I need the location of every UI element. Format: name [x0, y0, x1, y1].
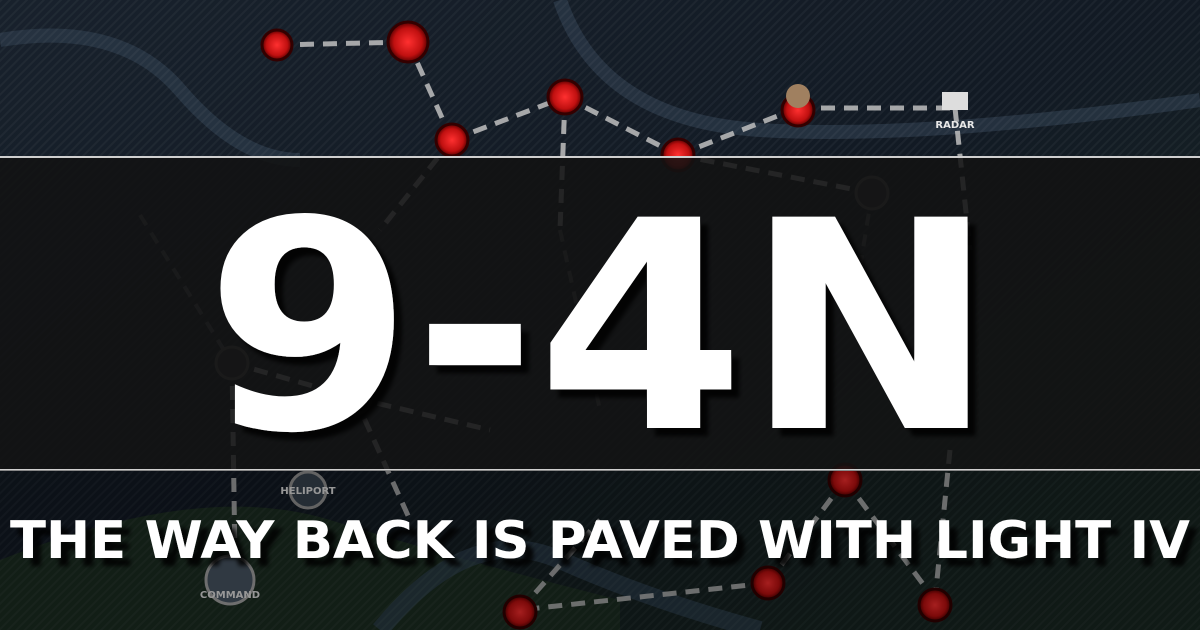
lower-shade: [0, 470, 1200, 630]
heliport-node: [288, 470, 328, 510]
enemy-node: [546, 78, 584, 116]
map-label: HELIPORT: [280, 486, 335, 497]
stage-subtitle: THE WAY BACK IS PAVED WITH LIGHT IV: [10, 511, 1190, 571]
command-node: [204, 554, 256, 606]
unit-icon: [786, 84, 810, 108]
stage-title: 9-4N: [205, 160, 995, 497]
enemy-node: [502, 594, 538, 630]
title-band: [0, 157, 1200, 470]
enemy-node: [917, 587, 953, 623]
enemy-node: [260, 28, 294, 62]
map-label: RADAR: [935, 120, 974, 131]
enemy-node: [750, 565, 786, 601]
radar-icon: [942, 92, 968, 110]
map-label: COMMAND: [200, 590, 260, 601]
enemy-node: [434, 122, 470, 158]
enemy-node: [386, 20, 430, 64]
